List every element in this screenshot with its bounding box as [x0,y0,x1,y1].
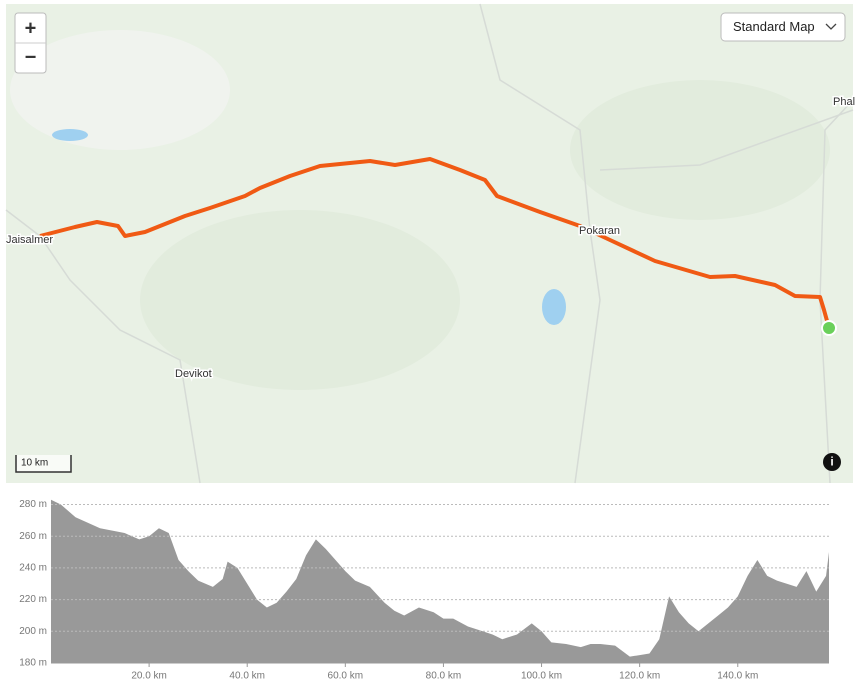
road [479,3,601,484]
terrain [570,80,830,220]
y-tick-label: 260 m [19,531,47,542]
y-tick-label: 220 m [19,594,47,605]
select-label: Standard Map [733,19,815,34]
lake [52,129,88,141]
road [819,99,854,484]
x-tick-label: 120.0 km [619,671,660,682]
zoom-out[interactable]: − [25,46,37,68]
place-label: Devikot [175,368,212,380]
y-tick-label: 240 m [19,563,47,574]
terrain [140,210,460,390]
x-tick-label: 100.0 km [521,671,562,682]
x-tick-label: 40.0 km [229,671,265,682]
chevron [825,23,837,30]
layer-select[interactable]: Standard Map [720,12,846,42]
x-tick-label: 80.0 km [426,671,462,682]
road [5,209,201,484]
road [599,109,854,171]
x-tick-label: 20.0 km [131,671,167,682]
x-tick-label: 60.0 km [328,671,364,682]
y-tick-label: 180 m [19,658,47,669]
route [39,157,831,329]
info-button[interactable] [823,453,841,471]
zoom-control: + − [14,12,47,74]
select-box [720,12,846,42]
info-glyph: i [830,455,833,469]
place-label: Pokaran [579,225,620,237]
map[interactable]: Jaisalmer Pokaran Devikot Phal [5,3,857,484]
route-start [821,320,837,336]
scale-label: 10 km [21,458,48,469]
y-tick-label: 280 m [19,499,47,510]
y-tick-label: 200 m [19,626,47,637]
terrain [10,30,230,150]
zoom-in[interactable]: + [25,17,37,39]
scale-bar [15,455,72,473]
lake [542,289,566,325]
x-tick-label: 140.0 km [717,671,758,682]
place-label: Jaisalmer [6,234,53,246]
place-label: Phal [833,96,855,108]
elevation-area [51,499,829,663]
elevation-chart: 180 m 200 m 220 m 240 m 260 m 280 m 20.0 km 40.… [19,499,829,682]
